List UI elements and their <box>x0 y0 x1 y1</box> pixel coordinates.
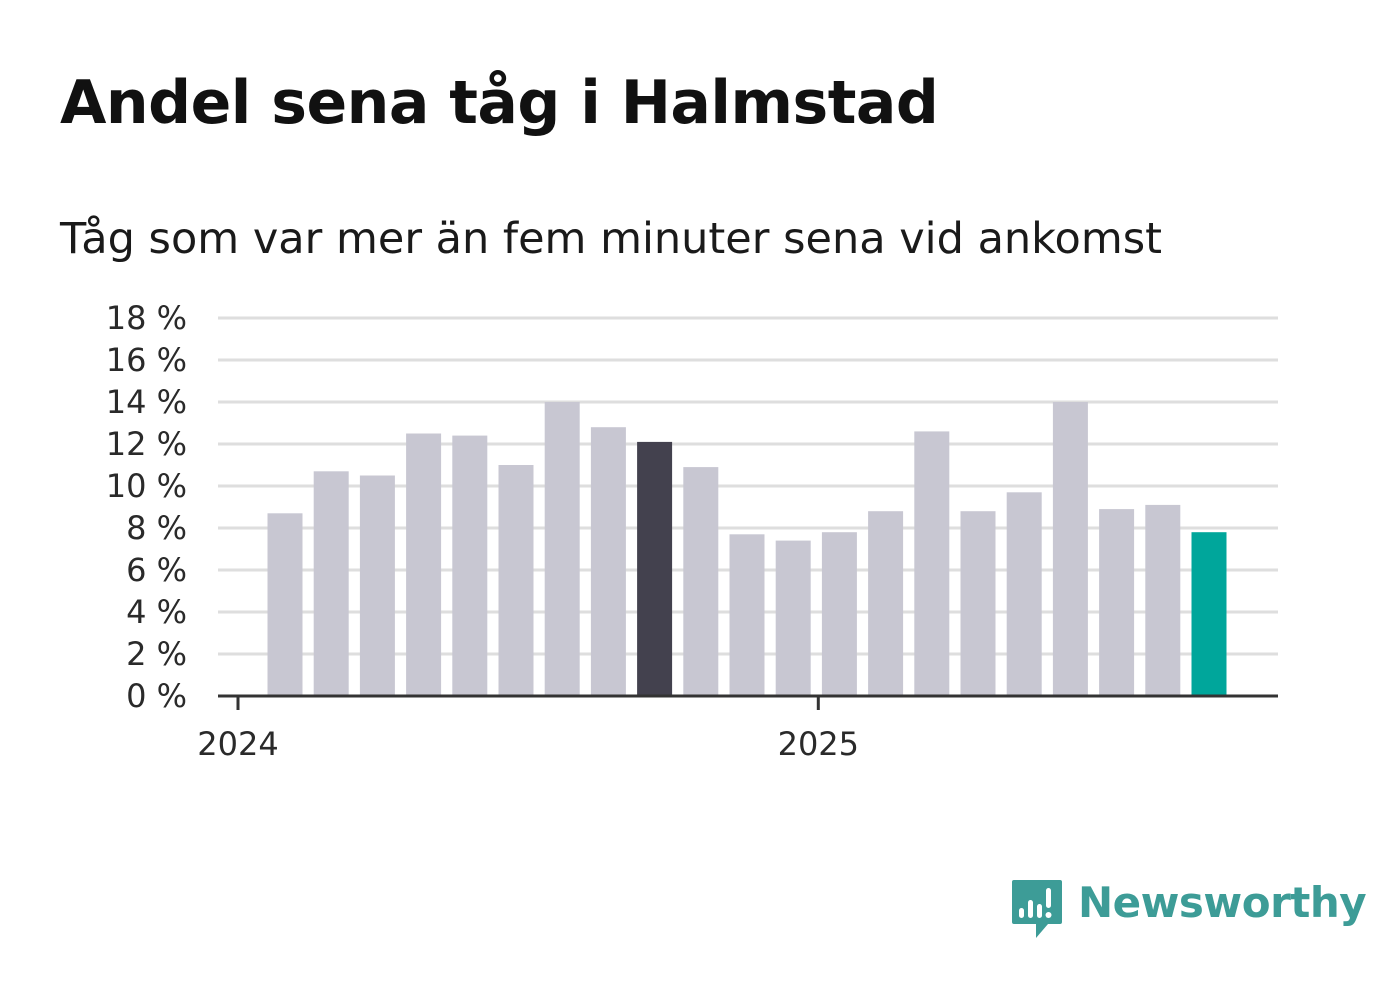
bar-2024-11 <box>729 534 765 696</box>
y-tick-label: 4 % <box>126 593 187 631</box>
bar-2024-08 <box>590 427 626 696</box>
bar-2024-06 <box>498 465 534 696</box>
x-tick-label: 2024 <box>197 725 278 763</box>
bar-2025-08 <box>1145 504 1181 696</box>
bar-2025-05 <box>1006 492 1042 696</box>
y-tick-label: 2 % <box>126 635 187 673</box>
newsworthy-chart-bubble-icon <box>1012 880 1062 938</box>
y-tick-label: 8 % <box>126 509 187 547</box>
newsworthy-logo: Newsworthy <box>1010 878 1367 942</box>
y-tick-label: 18 % <box>106 299 187 337</box>
bar-2024-04 <box>406 433 442 696</box>
bar-2024-09 <box>637 441 673 696</box>
y-tick-label: 16 % <box>106 341 187 379</box>
y-tick-label: 12 % <box>106 425 187 463</box>
bar-2024-10 <box>683 467 719 696</box>
bar-2025-01 <box>821 532 857 696</box>
x-axis-tick-labels: 2024 2025 <box>197 725 859 763</box>
bar-2025-07 <box>1099 509 1135 696</box>
y-tick-label: 14 % <box>106 383 187 421</box>
bar-2025-02 <box>868 511 904 696</box>
bar-2025-04 <box>960 511 996 696</box>
bar-2024-05 <box>452 435 488 696</box>
chart-subtitle: Tåg som var mer än fem minuter sena vid … <box>60 214 1163 264</box>
y-tick-label: 0 % <box>126 677 187 715</box>
y-tick-label: 10 % <box>106 467 187 505</box>
bar-2024-07 <box>544 402 580 696</box>
bar-2024-01 <box>267 513 303 696</box>
bar-2025-03 <box>914 431 950 696</box>
bar-2024-02 <box>313 471 349 696</box>
y-tick-label: 6 % <box>126 551 187 589</box>
bars <box>267 402 1227 696</box>
bar-2024-03 <box>359 475 395 696</box>
x-tick-label: 2025 <box>778 725 859 763</box>
chart-title: Andel sena tåg i Halmstad <box>60 68 939 138</box>
bar-2025-06 <box>1052 402 1088 696</box>
newsworthy-logo-text: Newsworthy <box>1078 878 1367 927</box>
bar-2024-12 <box>775 540 811 696</box>
bar-2025-09 <box>1191 532 1227 696</box>
x-axis <box>218 694 1278 710</box>
y-axis-tick-labels: 0 % 2 % 4 % 6 % 8 % 10 % 12 % 14 % 16 % 18 % <box>106 299 187 715</box>
